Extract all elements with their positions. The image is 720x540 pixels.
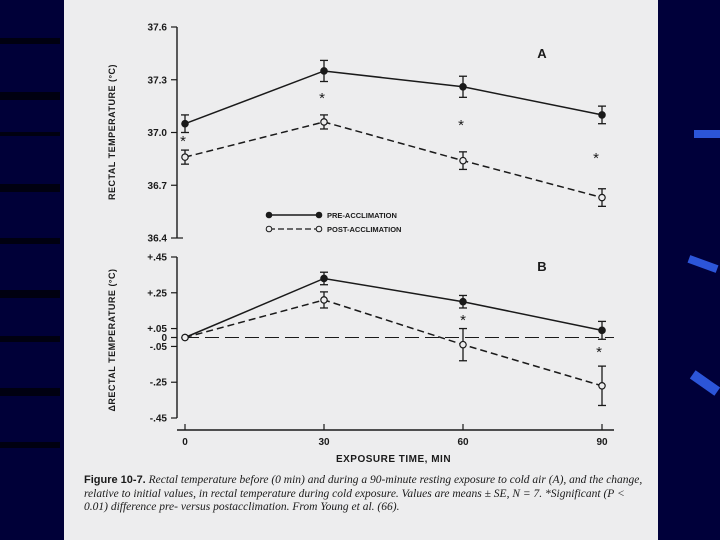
figure-id: Figure 10-7. — [84, 474, 146, 486]
data-point-pre-acclimation — [598, 111, 606, 119]
panel-label: B — [537, 259, 546, 274]
series-line-post-acclimation — [184, 121, 603, 199]
left-stripe — [0, 92, 60, 100]
significance-marker: * — [180, 133, 186, 150]
accent-mark — [689, 370, 720, 396]
y-tick-label: +.45 — [147, 253, 167, 264]
legend-marker-post-acclimation — [265, 225, 273, 233]
data-point-post-acclimation — [320, 296, 328, 304]
data-point-post-acclimation — [181, 333, 189, 342]
y-tick-label: -.45 — [150, 414, 168, 425]
y-tick-label: 36.4 — [148, 234, 168, 245]
y-axis-title: ΔRECTAL TEMPERATURE (°C) — [107, 268, 117, 411]
y-tick-label: 37.3 — [148, 75, 168, 86]
data-point-pre-acclimation — [181, 119, 189, 128]
data-point-post-acclimation — [459, 340, 467, 349]
left-stripe — [0, 290, 60, 298]
right-decoration — [670, 0, 720, 540]
left-stripe — [0, 442, 60, 448]
legend-label-post-acclimation: POST-ACCLIMATION — [327, 225, 401, 234]
accent-mark — [687, 255, 719, 273]
left-stripe — [0, 336, 60, 342]
series-line-post-acclimation — [184, 299, 603, 387]
x-tick-label: 30 — [318, 437, 330, 448]
y-tick-label: +.25 — [147, 288, 167, 299]
left-stripe — [0, 132, 60, 136]
figure-slide: 37.6 37.3 37.0 36.7 36.4 RECTAL TEMPERATURE (… — [64, 0, 658, 540]
data-point-post-acclimation — [320, 118, 328, 126]
y-axis-title: RECTAL TEMPERATURE (°C) — [107, 64, 117, 200]
significance-marker: * — [458, 117, 464, 134]
data-point-pre-acclimation — [320, 274, 328, 283]
x-tick-label: 90 — [596, 437, 608, 448]
x-tick-label: 60 — [457, 437, 469, 448]
chart-canvas: 37.6 37.3 37.0 36.7 36.4 RECTAL TEMPERATURE (… — [107, 23, 614, 465]
data-point-post-acclimation — [598, 381, 606, 390]
left-stripe — [0, 388, 60, 396]
y-tick-label: 36.7 — [148, 181, 168, 192]
data-point-pre-acclimation — [459, 82, 467, 91]
significance-marker: * — [319, 90, 325, 107]
series-line-pre-acclimation — [184, 277, 603, 339]
panel-label: A — [537, 46, 547, 61]
data-point-post-acclimation — [181, 153, 189, 161]
data-point-post-acclimation — [598, 193, 606, 202]
y-tick-label: +.05 — [147, 324, 167, 335]
significance-marker: * — [596, 344, 602, 361]
x-axis-title: EXPOSURE TIME, MIN — [336, 454, 451, 465]
data-point-post-acclimation — [459, 156, 467, 165]
left-stripe — [0, 238, 60, 244]
y-tick-label: 37.0 — [148, 128, 168, 139]
y-tick-label: 37.6 — [148, 23, 168, 34]
significance-marker: * — [593, 150, 599, 167]
y-tick-label: -.05 — [150, 342, 168, 353]
data-point-pre-acclimation — [459, 297, 467, 306]
accent-mark — [694, 130, 720, 138]
legend-label-pre-acclimation: PRE-ACCLIMATION — [327, 211, 397, 220]
series-line-pre-acclimation — [184, 70, 603, 125]
data-point-pre-acclimation — [320, 67, 328, 75]
legend-marker-pre-acclimation — [265, 211, 273, 219]
left-stripe — [0, 38, 60, 44]
legend-marker-post-acclimation — [315, 225, 323, 233]
caption-text: Rectal temperature before (0 min) and du… — [84, 474, 643, 513]
y-tick-label: 0 — [161, 333, 167, 344]
y-tick-label: -.25 — [150, 378, 168, 389]
legend-marker-pre-acclimation — [315, 211, 323, 219]
x-tick-label: 0 — [182, 437, 188, 448]
significance-marker: * — [460, 312, 466, 329]
figure-caption: Figure 10-7. Rectal temperature before (… — [84, 474, 644, 515]
left-decoration — [0, 0, 64, 540]
data-point-pre-acclimation — [598, 326, 606, 335]
left-stripe — [0, 184, 60, 192]
